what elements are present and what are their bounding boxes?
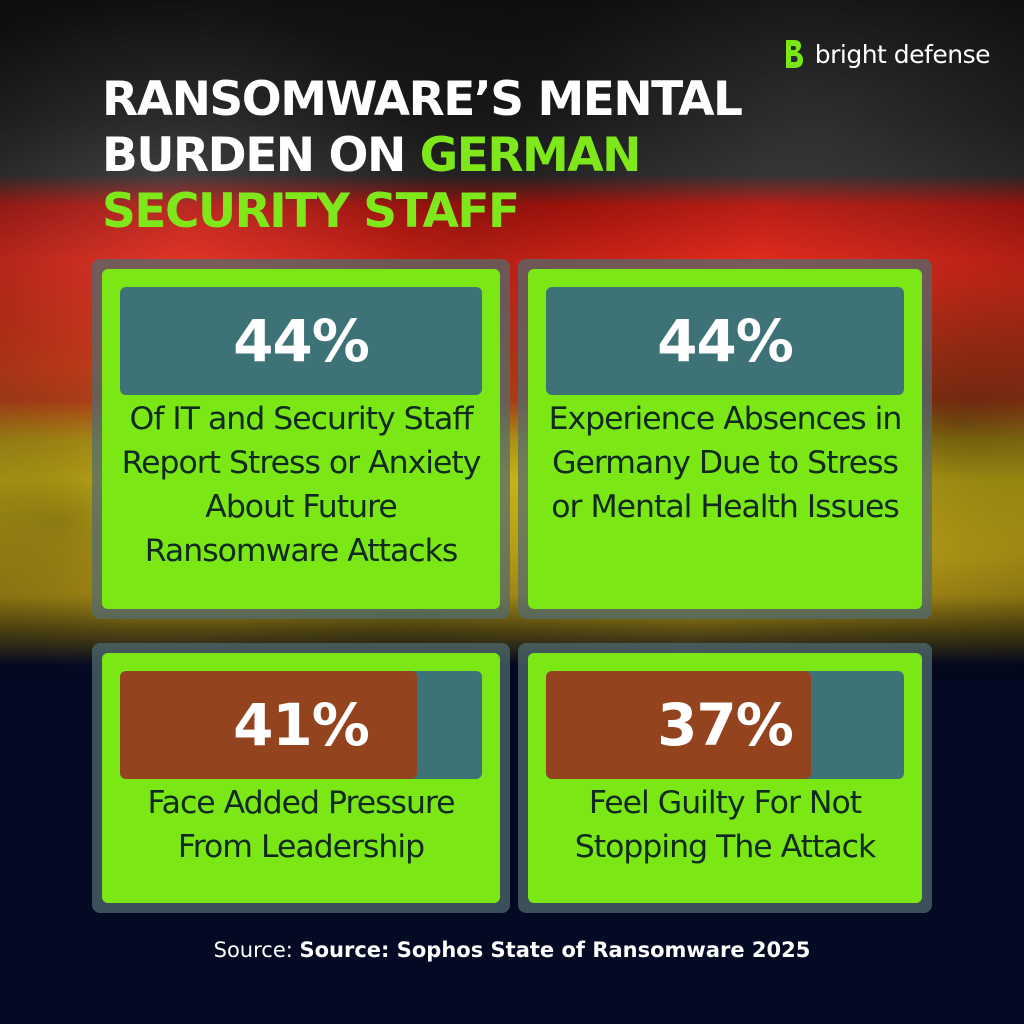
stat-card-2: 44% Experience Absences in Germany Due t… (518, 259, 932, 619)
stat-value: 37% (657, 691, 794, 759)
page-title: RANSOMWARE’S MENTAL BURDEN ON GERMAN SEC… (102, 72, 782, 240)
brand-name: bright defense (814, 39, 991, 69)
stat-description: Experience Absences in Germany Due to St… (548, 401, 903, 525)
source-label: Source: (213, 938, 300, 962)
stat-card-4: 37% Feel Guilty For Not Stopping The Att… (518, 643, 932, 913)
stat-value: 44% (233, 307, 370, 375)
stat-card-1: 44% Of IT and Security Staff Report Stre… (92, 259, 510, 619)
title-line-2-white: BURDEN ON (102, 128, 420, 183)
source-value: Source: Sophos State of Ransomware 2025 (299, 938, 811, 962)
stat-value: 41% (233, 691, 370, 759)
title-line-1: RANSOMWARE’S MENTAL (102, 72, 743, 127)
stat-bar: 41% (120, 671, 482, 779)
stat-description: Of IT and Security Staff Report Stress o… (121, 401, 482, 569)
stat-bar: 44% (120, 287, 482, 395)
stat-bar: 37% (546, 671, 904, 779)
stat-description: Feel Guilty For Not Stopping The Attack (574, 785, 877, 865)
stat-card-body: 44% Of IT and Security Staff Report Stre… (102, 269, 500, 609)
stat-fill (120, 671, 417, 779)
source-citation: Source: Source: Sophos State of Ransomwa… (0, 938, 1024, 962)
stat-description: Face Added Pressure From Leadership (147, 785, 455, 865)
brand-logo: bright defense (783, 38, 991, 70)
stat-card-3: 41% Face Added Pressure From Leadership (92, 643, 510, 913)
stat-card-body: 41% Face Added Pressure From Leadership (102, 653, 500, 903)
stat-card-body: 37% Feel Guilty For Not Stopping The Att… (528, 653, 922, 903)
stat-value: 44% (657, 307, 794, 375)
stat-card-body: 44% Experience Absences in Germany Due t… (528, 269, 922, 609)
title-line-2: BURDEN ON GERMAN (102, 128, 782, 184)
stat-fill (546, 671, 811, 779)
bright-defense-b-icon (785, 40, 803, 68)
title-line-2-accent: GERMAN (419, 128, 642, 183)
stat-bar: 44% (546, 287, 904, 395)
title-line-3: SECURITY STAFF (102, 184, 520, 239)
